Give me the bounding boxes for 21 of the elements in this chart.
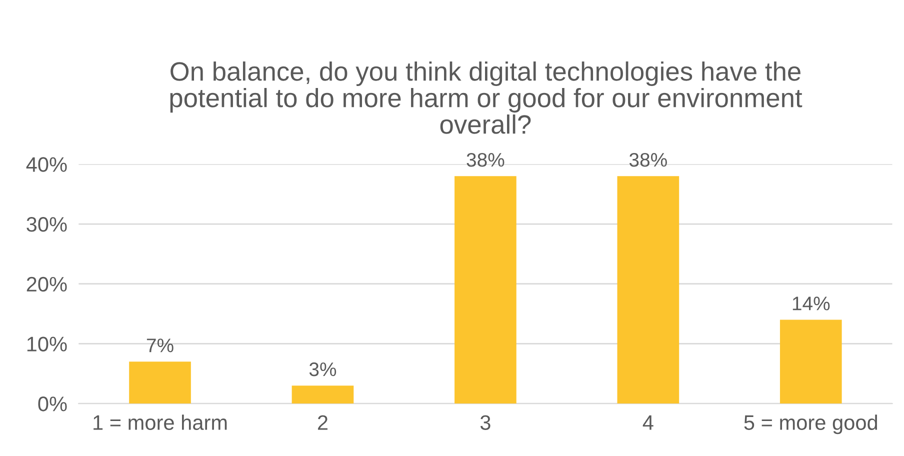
x-tick-label: 4	[642, 415, 654, 430]
data-label: 3%	[309, 362, 336, 376]
data-label: 14%	[792, 296, 830, 310]
y-tick-label: 40%	[26, 157, 67, 172]
y-tick-label: 0%	[38, 396, 67, 412]
y-tick-label: 20%	[26, 276, 67, 292]
y-tick-label: 10%	[27, 336, 67, 352]
x-tick-label: 3	[480, 415, 490, 430]
data-label: 38%	[466, 152, 504, 167]
bar	[617, 176, 680, 404]
y-tick-label: 30%	[26, 217, 67, 232]
bar	[780, 320, 842, 404]
x-tick-label: 1 = more harm	[94, 414, 227, 430]
bar	[292, 386, 354, 404]
x-tick-label: 5 = more good	[744, 414, 878, 434]
x-tick-label: 2	[318, 415, 328, 430]
bar	[129, 362, 191, 404]
bar	[454, 176, 516, 404]
chart-title: On balance, do you think digital technologies have the potential to do more harm or good for our environment overall?	[170, 61, 802, 134]
data-label: 7%	[146, 338, 174, 352]
data-label: 38%	[629, 152, 667, 167]
